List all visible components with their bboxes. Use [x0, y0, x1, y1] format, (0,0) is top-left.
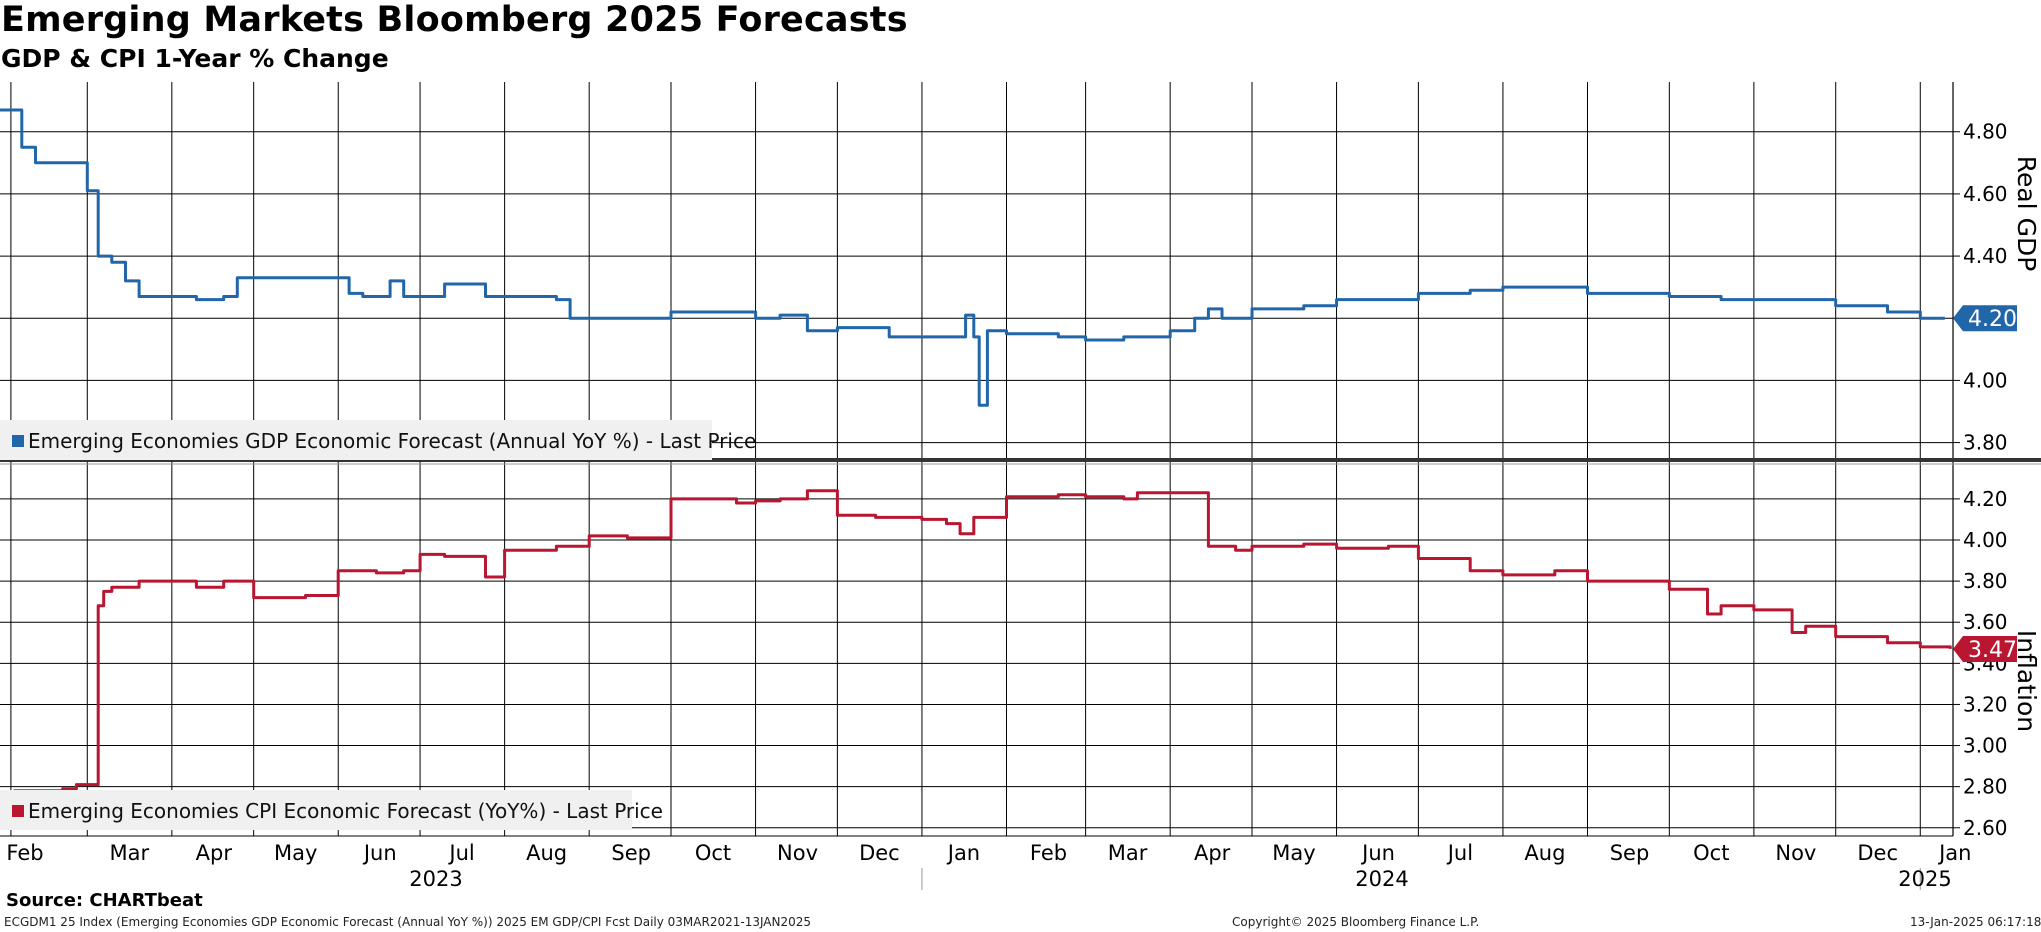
chart-area: 4.80 4.60 4.40 4.20 4.00 3.80 4.20 Real GDP Emer…: [0, 82, 2041, 890]
legend-swatch: [12, 805, 24, 817]
x-tick-label: May: [1272, 841, 1315, 865]
copyright-note: Copyright© 2025 Bloomberg Finance L.P.: [1232, 915, 1480, 929]
x-tick-label: Jul: [447, 841, 474, 865]
x-tick-label: Sep: [611, 841, 651, 865]
x-tick-label: Oct: [695, 841, 731, 865]
y-tick-label: 2.80: [1963, 775, 2008, 799]
x-tick-label: Jan: [946, 841, 980, 865]
legend-label: Emerging Economies GDP Economic Forecast…: [28, 429, 756, 453]
security-description: ECGDM1 25 Index (Emerging Economies GDP …: [4, 915, 812, 929]
y-axis-label-inflation: Inflation: [2012, 630, 2041, 732]
y-tick-label: 4.80: [1963, 120, 2008, 144]
y-tick-label: 3.00: [1963, 734, 2008, 758]
x-tick-label: Nov: [1775, 841, 1816, 865]
x-tick-label: May: [274, 841, 317, 865]
x-tick-label: Apr: [1194, 841, 1231, 865]
last-value-marker: [1953, 305, 2017, 332]
x-tick-label: Aug: [526, 841, 567, 865]
year-label: 2025: [1898, 867, 1951, 890]
x-tick-label: Mar: [1108, 841, 1148, 865]
last-value-tag: 4.20: [1953, 305, 2017, 332]
year-label: 2023: [409, 867, 462, 890]
x-tick-label: Oct: [1693, 841, 1729, 865]
y-tick-label: 3.60: [1963, 610, 2008, 634]
cpi-legend: Emerging Economies CPI Economic Forecast…: [0, 790, 663, 830]
x-tick-label: Feb: [6, 841, 43, 865]
legend-background: [0, 790, 632, 830]
chart-subtitle: GDP & CPI 1-Year % Change: [1, 44, 389, 73]
y-tick-label: 4.20: [1963, 487, 2008, 511]
year-label: 2024: [1355, 867, 1408, 890]
last-value-text: 3.47: [1968, 638, 2017, 663]
last-value-tag: 3.47: [1953, 635, 2017, 663]
last-value-marker: [1953, 635, 2017, 662]
legend-swatch: [12, 435, 24, 447]
x-tick-label: Dec: [1857, 841, 1898, 865]
x-tick-label: Jun: [1360, 841, 1395, 865]
y-tick-label: 3.80: [1963, 569, 2008, 593]
y-tick-label: 4.40: [1963, 244, 2008, 268]
x-tick-label: Aug: [1524, 841, 1565, 865]
y-tick-label: 4.00: [1963, 528, 2008, 552]
chart-title: Emerging Markets Bloomberg 2025 Forecast…: [1, 0, 908, 40]
x-tick-label: Sep: [1610, 841, 1650, 865]
x-tick-label: Dec: [859, 841, 900, 865]
x-tick-label: Apr: [196, 841, 233, 865]
source-note: Source: CHARTbeat: [6, 890, 203, 911]
x-tick-label: Nov: [777, 841, 818, 865]
x-tick-label: Jun: [362, 841, 397, 865]
y-tick-label: 3.80: [1963, 431, 2008, 455]
x-axis: Feb Mar Apr May Jun Jul Aug Sep Oct Nov Dec Jan Feb M…: [0, 835, 1971, 890]
cpi-series-line: [13, 489, 1952, 793]
x-tick-label: Jul: [1446, 841, 1473, 865]
x-tick-label: Feb: [1030, 841, 1067, 865]
y-tick-label: 2.60: [1963, 816, 2008, 840]
legend-label: Emerging Economies CPI Economic Forecast…: [28, 799, 663, 823]
x-tick-label: Mar: [109, 841, 149, 865]
gdp-series-line: [0, 108, 1945, 407]
gdp-legend: Emerging Economies GDP Economic Forecast…: [0, 420, 756, 460]
y-axis-label-gdp: Real GDP: [2012, 156, 2041, 272]
cpi-panel: 4.204.003.803.603.403.203.002.802.603.47…: [0, 487, 2041, 840]
y-tick-label: 4.60: [1963, 182, 2008, 206]
x-tick-label: Jan: [1937, 841, 1971, 865]
y-tick-label: 3.20: [1963, 692, 2008, 716]
y-tick-label: 4.00: [1963, 368, 2008, 392]
last-value-text: 4.20: [1968, 307, 2017, 332]
legend-background: [0, 420, 712, 460]
chart-panels: 4.80 4.60 4.40 4.20 4.00 3.80 4.20 Real GDP Emer…: [0, 108, 2041, 840]
timestamp: 13-Jan-2025 06:17:18: [1910, 915, 2041, 929]
